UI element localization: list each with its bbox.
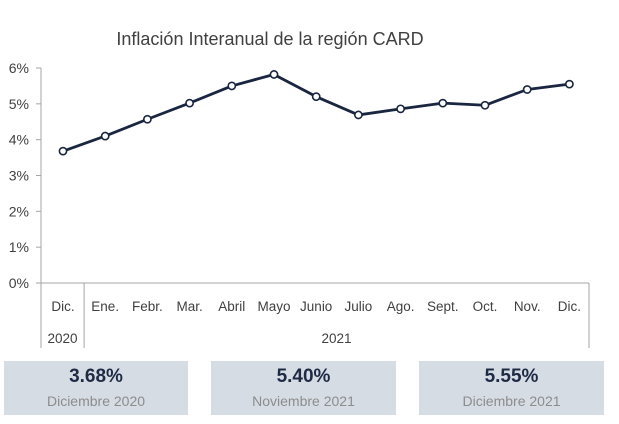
y-tick-label: 5% bbox=[9, 96, 29, 112]
data-point bbox=[185, 98, 194, 108]
data-point bbox=[58, 146, 68, 156]
inflation-line-chart: Inflación Interanual de la región CARD 0%… bbox=[9, 29, 590, 348]
x-tick-label: Febr. bbox=[132, 299, 163, 314]
x-tick-label: Dic. bbox=[51, 299, 74, 314]
x-tick-label: Mayo bbox=[257, 299, 290, 314]
x-tick-label: Mar. bbox=[176, 299, 202, 314]
data-point bbox=[480, 100, 490, 110]
x-tick-label: Julio bbox=[345, 299, 373, 314]
y-tick-label: 0% bbox=[9, 275, 29, 291]
y-tick-label: 6% bbox=[9, 60, 29, 76]
data-point bbox=[269, 70, 279, 79]
data-point bbox=[227, 81, 237, 91]
data-point bbox=[396, 104, 405, 114]
x-tick-label: Ago. bbox=[387, 299, 415, 314]
x-tick-label: Abril bbox=[218, 299, 245, 314]
x-group-label: 2021 bbox=[322, 331, 352, 346]
card-label: Noviembre 2021 bbox=[252, 393, 355, 409]
y-tick-label: 4% bbox=[9, 132, 29, 148]
chart-title: Inflación Interanual de la región CARD bbox=[116, 29, 423, 49]
card-label: Diciembre 2020 bbox=[46, 393, 146, 409]
x-tick-label: Ene. bbox=[91, 299, 119, 314]
card-nov-2021: 5.40% Noviembre 2021 bbox=[211, 361, 396, 415]
y-tick-label: 1% bbox=[9, 239, 29, 255]
card-value: 5.55% bbox=[484, 366, 539, 387]
card-value: 5.40% bbox=[276, 366, 331, 387]
series-line bbox=[62, 73, 570, 153]
data-point bbox=[100, 131, 110, 141]
data-point bbox=[438, 98, 448, 108]
data-point bbox=[522, 85, 532, 94]
data-point bbox=[353, 110, 363, 120]
card-dec-2020: 3.68% Diciembre 2020 bbox=[4, 361, 188, 415]
card-label: Diciembre 2021 bbox=[462, 393, 561, 409]
y-tick-label: 3% bbox=[9, 168, 29, 184]
x-tick-label: Dic. bbox=[558, 299, 581, 314]
card-value: 3.68% bbox=[69, 366, 123, 387]
card-dec-2021: 5.55% Diciembre 2021 bbox=[419, 361, 604, 415]
data-point bbox=[142, 114, 152, 124]
x-tick-label: Junio bbox=[300, 299, 332, 314]
data-point bbox=[565, 79, 574, 89]
data-point bbox=[311, 92, 321, 102]
x-tick-label: Nov. bbox=[514, 299, 541, 314]
x-group-label: 2020 bbox=[48, 331, 78, 346]
y-tick-label: 2% bbox=[9, 203, 29, 219]
x-tick-label: Oct. bbox=[473, 299, 498, 314]
x-tick-label: Sept. bbox=[427, 299, 459, 314]
summary-cards: 3.68% Diciembre 2020 5.40% Noviembre 202… bbox=[0, 361, 619, 415]
